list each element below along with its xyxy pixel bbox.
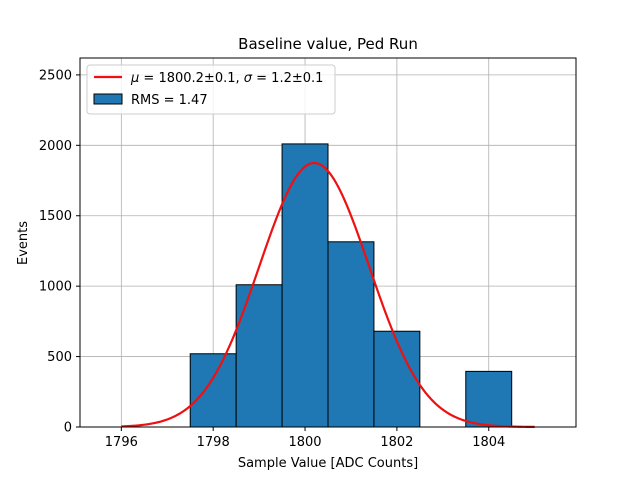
y-tick-label: 0 [64,421,72,436]
y-tick-label: 1500 [39,209,72,224]
y-tick-label: 1000 [39,280,72,295]
histogram-bar [373,330,421,428]
legend-mu-value: = 1800.2±0.1, [139,71,243,86]
histogram-bar [235,284,283,428]
legend-sigma-value: = 1.2±0.1 [252,71,323,86]
x-tick-label: 1796 [105,435,138,450]
histogram-bar [327,241,375,428]
x-tick-label: 1804 [472,435,505,450]
y-axis-ticks: 0 500 1000 1500 2000 2500 [39,68,80,436]
chart-title: Baseline value, Ped Run [238,35,418,53]
x-tick-label: 1798 [197,435,230,450]
gaussian-fit-curve [121,161,535,429]
histogram-bar [465,370,513,428]
histogram-bar [281,143,329,428]
x-tick-label: 1800 [288,435,321,450]
legend-histogram-patch [93,93,123,105]
legend-sigma-symbol: σ [244,71,253,86]
legend-fit-label: μ = 1800.2±0.1, σ = 1.2±0.1 [130,71,323,86]
y-axis-label: Events [16,221,31,265]
x-axis-ticks: 1796 1798 1800 1802 1804 [105,427,505,450]
histogram-bars [189,143,513,428]
y-tick-label: 500 [47,350,72,365]
x-axis-label: Sample Value [ADC Counts] [238,456,418,471]
legend-mu-symbol: μ [130,71,139,86]
plot-frame [79,57,577,428]
fit-curve-layer [121,161,535,429]
legend-box [86,64,336,115]
legend-histogram-label: RMS = 1.47 [131,93,208,108]
histogram-bar [189,353,237,428]
x-tick-label: 1802 [380,435,413,450]
legend: μ = 1800.2±0.1, σ = 1.2±0.1 RMS = 1.47 [86,64,336,115]
y-tick-label: 2500 [39,68,72,83]
y-tick-label: 2000 [39,139,72,154]
